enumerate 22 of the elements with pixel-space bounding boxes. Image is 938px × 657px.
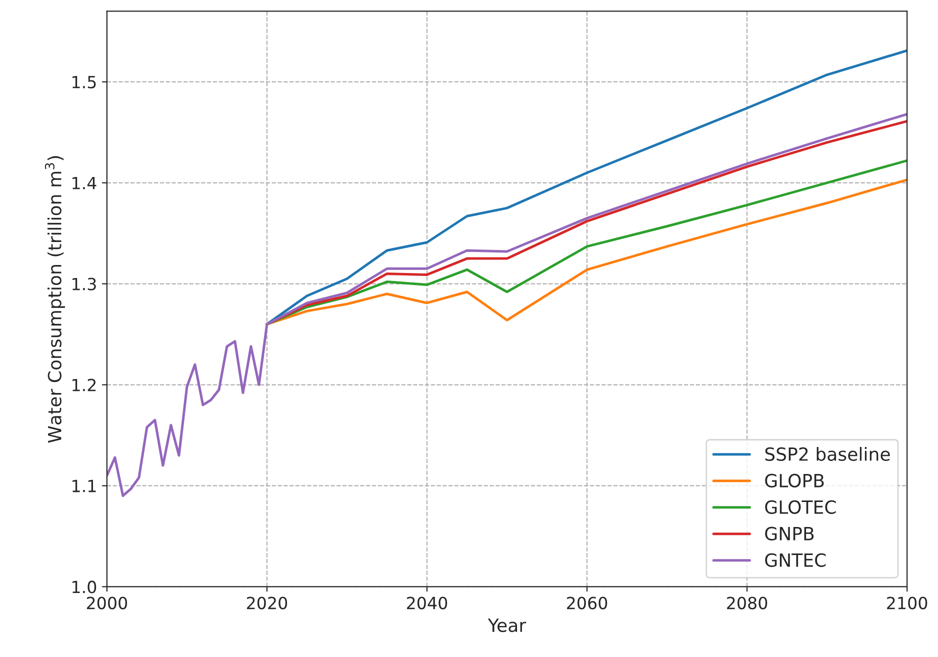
x-tick-label: 2000	[86, 596, 128, 610]
legend-label: SSP2 baseline	[765, 446, 890, 461]
legend-label: GNTEC	[765, 553, 826, 567]
y-tick-label: 1.3	[72, 278, 96, 290]
line-series	[266, 49, 908, 326]
legend-label: GLOTEC	[765, 500, 836, 514]
y-axis-title: Water Consumption (trillion m$^{3}$)	[44, 156, 65, 443]
x-tick-label: 2060	[567, 596, 608, 610]
y-tick-label: 1.4	[72, 177, 96, 190]
y-tick-label: 1.1	[72, 480, 96, 492]
line-series	[106, 112, 908, 498]
legend-label: GNPB	[765, 526, 814, 540]
x-tick-label: 2080	[727, 596, 768, 610]
y-tick-label: 1.5	[72, 76, 96, 88]
y-tick-label: 1.2	[72, 378, 96, 392]
x-tick-label: 2020	[246, 596, 288, 610]
x-tick-label: 2100	[887, 596, 928, 610]
line-series	[266, 120, 908, 326]
y-tick-label: 1.0	[72, 580, 96, 594]
legend-label: GLOPB	[765, 474, 824, 488]
x-tick-label: 2040	[406, 596, 448, 610]
x-axis-title: Year	[488, 618, 526, 632]
